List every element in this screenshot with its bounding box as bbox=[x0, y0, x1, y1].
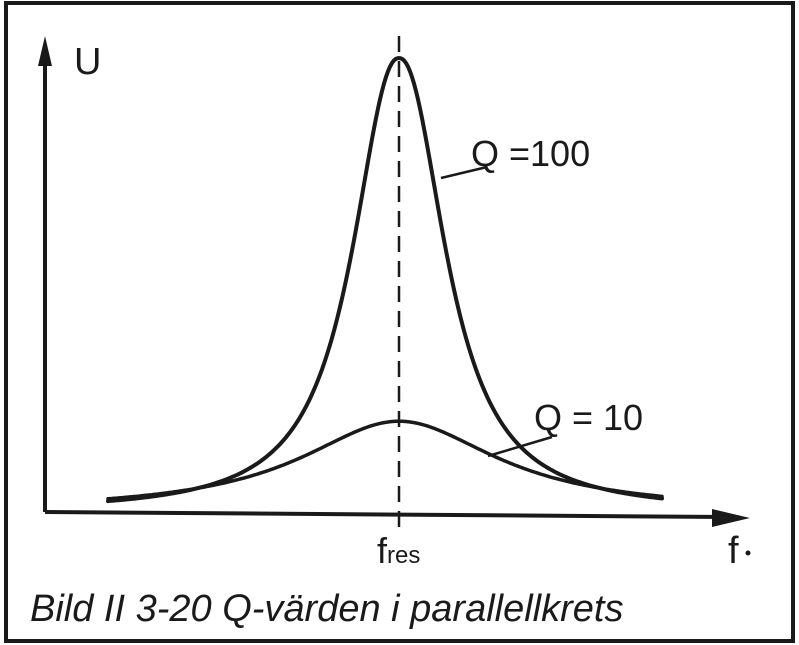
y-axis-label: U bbox=[74, 41, 101, 83]
x-axis bbox=[44, 510, 729, 519]
x-axis-label-dot bbox=[745, 550, 751, 556]
x-axis-arrow bbox=[712, 509, 750, 527]
high-q-leader bbox=[440, 165, 488, 180]
resonance-label-sub: res bbox=[387, 542, 420, 569]
resonance-label: fres bbox=[377, 530, 420, 571]
y-axis-arrow bbox=[38, 36, 52, 66]
figure-frame bbox=[4, 1, 795, 643]
curve-low-q bbox=[106, 419, 664, 501]
high-q-label: Q =100 bbox=[471, 133, 590, 174]
low-q-label: Q = 10 bbox=[534, 397, 643, 438]
x-axis-label: f bbox=[728, 530, 739, 572]
resonance-label-main: f bbox=[377, 530, 388, 571]
figure-caption: Bild II 3-20 Q-värden i parallellkrets bbox=[30, 588, 623, 630]
low-q-leader bbox=[487, 435, 553, 458]
